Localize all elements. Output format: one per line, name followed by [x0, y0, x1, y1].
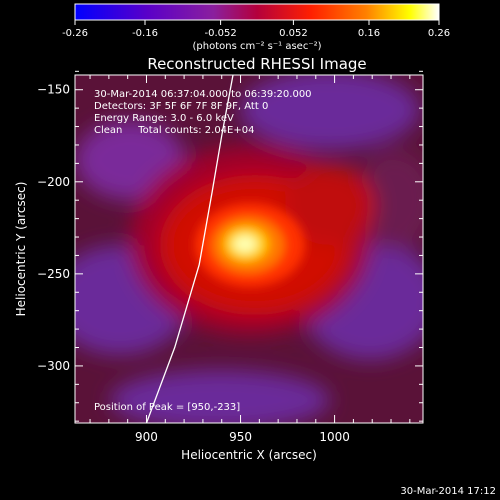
chart-title: Reconstructed RHESSI Image: [147, 55, 366, 73]
annotation-energy: Energy Range: 3.0 - 6.0 keV: [94, 113, 234, 124]
annotation-counts: Clean Total counts: 2.04E+04: [94, 125, 254, 136]
y-axis-ticks: −150 −200 −250 −300: [37, 70, 423, 422]
colorbar-ticks: -0.26 -0.16 -0.052 0.052 0.16 0.26: [62, 20, 450, 39]
solar-limb-line: [145, 75, 234, 423]
y-tick-label: −250: [37, 267, 70, 281]
x-tick-label: 900: [135, 430, 158, 444]
colorbar-units: (photons cm⁻² s⁻¹ asec⁻²): [192, 41, 321, 52]
annotation-block: 30-Mar-2014 06:37:04.000 to 06:39:20.000…: [94, 89, 312, 413]
plot-frame: [74, 74, 424, 424]
footer-date: 30-Mar-2014 17:12: [400, 486, 496, 497]
colorbar-tick-label: -0.16: [132, 28, 158, 39]
peak-position-label: Position of Peak = [950,-233]: [94, 402, 240, 413]
y-tick-label: −300: [37, 359, 70, 373]
x-axis-label: Heliocentric X (arcsec): [181, 448, 317, 462]
y-tick-label: −150: [37, 83, 70, 97]
x-tick-label: 1000: [319, 430, 350, 444]
colorbar: [74, 3, 440, 21]
colorbar-tick-label: 0.052: [279, 28, 308, 39]
colorbar-tick-label: 0.16: [358, 28, 380, 39]
heatmap-image: [75, 75, 423, 423]
colorbar-tick-label: -0.052: [204, 28, 236, 39]
x-tick-label: 950: [229, 430, 252, 444]
x-axis-ticks: 900 950 1000: [89, 75, 411, 444]
y-tick-label: −200: [37, 175, 70, 189]
annotation-detectors: Detectors: 3F 5F 6F 7F 8F 9F, Att 0: [94, 101, 268, 112]
annotation-time-range: 30-Mar-2014 06:37:04.000 to 06:39:20.000: [94, 89, 312, 100]
colorbar-tick-label: 0.26: [428, 28, 450, 39]
y-axis-label: Heliocentric Y (arcsec): [14, 182, 28, 317]
colorbar-tick-label: -0.26: [62, 28, 88, 39]
